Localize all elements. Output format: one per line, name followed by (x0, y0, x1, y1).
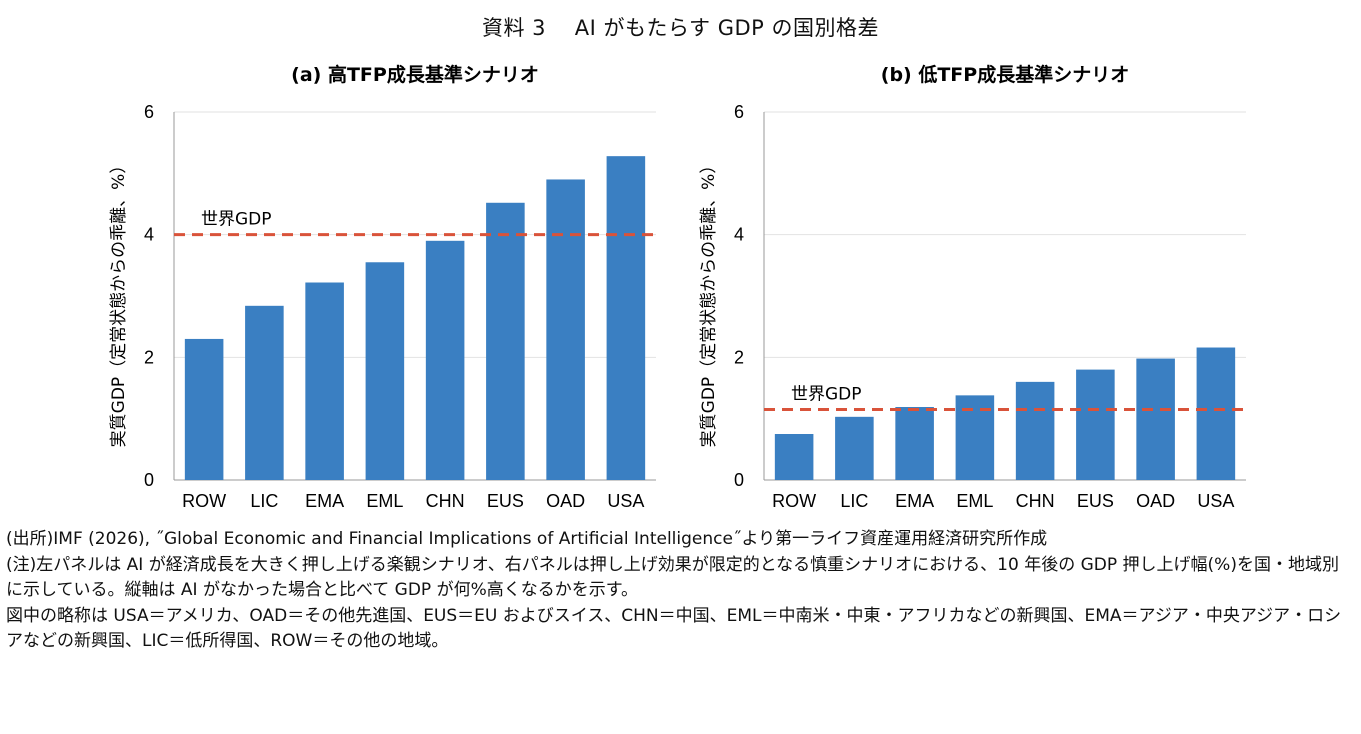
panel-title-a: (a) 高TFP成長基準シナリオ (291, 63, 539, 86)
x-tick-label: USA (607, 491, 644, 511)
world-gdp-label: 世界GDP (791, 384, 862, 404)
x-tick-label: USA (1197, 491, 1234, 511)
x-tick-label: EUS (1077, 491, 1114, 511)
bar-row (184, 338, 224, 480)
bar-usa (606, 156, 646, 480)
y-axis-label: 実質GDP（定常状態からの乖離、%） (699, 157, 719, 448)
bar-eml (365, 262, 405, 480)
figure-notes: (出所)IMF (2026), ˝Global Economic and Fin… (6, 527, 1351, 655)
panel-title-b: (b) 低TFP成長基準シナリオ (881, 63, 1129, 86)
x-tick-label: ROW (772, 491, 816, 511)
x-tick-label: OAD (1136, 491, 1175, 511)
bar-lic (835, 416, 874, 480)
bar-oad (546, 179, 585, 480)
y-tick-label: 2 (144, 347, 154, 367)
y-tick-label: 0 (734, 470, 744, 490)
x-tick-label: CHN (426, 491, 465, 511)
y-tick-label: 2 (734, 347, 744, 367)
x-tick-label: EMA (305, 491, 344, 511)
bar-usa (1196, 347, 1236, 480)
bar-ema (305, 282, 344, 480)
bar-chn (1015, 381, 1055, 480)
chart-panel-b: (b) 低TFP成長基準シナリオ 0 2 4 6 ROW LIC EMA EML CHN EUS OA… (699, 63, 1246, 511)
chart-panel-a: (a) 高TFP成長基準シナリオ 0 2 4 6 ROW LIC EMA EML CHN EUS OA… (109, 63, 656, 511)
world-gdp-label: 世界GDP (201, 210, 272, 230)
bar-row (774, 434, 814, 480)
bar-lic (245, 305, 284, 480)
y-tick-label: 4 (144, 225, 154, 245)
x-tick-label: LIC (840, 491, 868, 511)
y-tick-label: 6 (734, 102, 744, 122)
y-tick-label: 4 (734, 225, 744, 245)
figure-title: 資料 3 AI がもたらす GDP の国別格差 (482, 16, 879, 40)
x-tick-label: EMA (895, 491, 934, 511)
x-tick-label: LIC (250, 491, 278, 511)
x-tick-label: CHN (1016, 491, 1055, 511)
abbreviation-note: 図中の略称は USA＝アメリカ、OAD＝その他先進国、EUS＝EU およびスイス… (6, 605, 1342, 652)
x-tick-label: ROW (182, 491, 226, 511)
y-axis-label: 実質GDP（定常状態からの乖離、%） (109, 157, 129, 448)
y-tick-label: 0 (144, 470, 154, 490)
y-tick-label: 6 (144, 102, 154, 122)
bar-eus (486, 202, 525, 481)
x-tick-label: OAD (546, 491, 585, 511)
x-tick-label: EML (956, 491, 993, 511)
source-note: (出所)IMF (2026), ˝Global Economic and Fin… (6, 529, 1048, 549)
bar-ema (895, 407, 934, 480)
bar-eus (1076, 369, 1115, 480)
bar-chn (425, 240, 465, 480)
x-tick-label: EML (366, 491, 403, 511)
bar-oad (1136, 358, 1175, 480)
explanatory-note: (注)左パネルは AI が経済成長を大きく押し上げる楽観シナリオ、右パネルは押し… (6, 554, 1339, 601)
x-tick-label: EUS (487, 491, 524, 511)
